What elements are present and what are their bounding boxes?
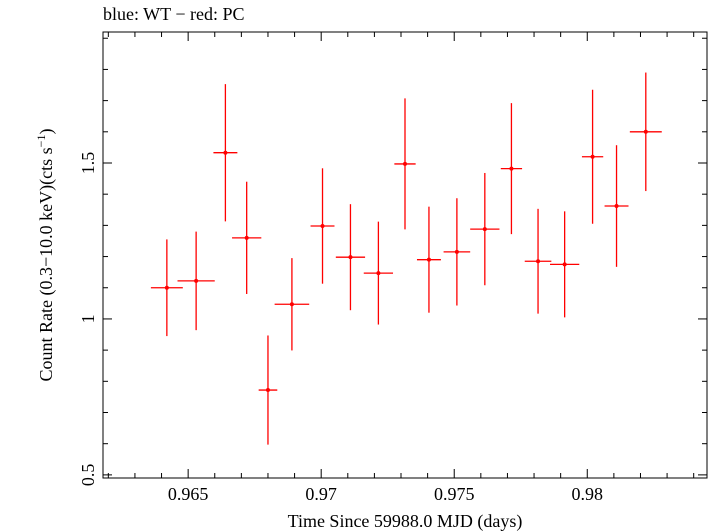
y-axis-label-close: ) bbox=[36, 129, 57, 135]
data-point bbox=[363, 221, 394, 325]
data-point bbox=[443, 198, 471, 306]
data-point bbox=[416, 206, 441, 313]
data-point bbox=[274, 258, 310, 351]
data-marker bbox=[454, 249, 459, 254]
data-marker bbox=[590, 154, 595, 159]
data-point bbox=[310, 168, 335, 284]
y-tick-label: 1 bbox=[78, 314, 98, 323]
chart-title: blue: WT − red: PC bbox=[103, 4, 245, 24]
data-marker bbox=[536, 259, 541, 264]
y-tick-label: 0.5 bbox=[78, 464, 98, 487]
data-marker bbox=[194, 278, 199, 283]
y-axis-label-main: Count Rate (0.3−10.0 keV)(cts s bbox=[36, 147, 57, 381]
data-marker bbox=[289, 302, 294, 307]
data-marker bbox=[320, 223, 325, 228]
data-marker bbox=[614, 204, 619, 209]
data-marker bbox=[643, 129, 648, 134]
y-axis-label: Count Rate (0.3−10.0 keV)(cts s−1) bbox=[34, 129, 57, 382]
x-axis-label: Time Since 59988.0 MJD (days) bbox=[288, 511, 523, 532]
data-point bbox=[335, 204, 366, 311]
data-marker bbox=[223, 150, 228, 155]
data-marker bbox=[164, 285, 169, 290]
data-point bbox=[629, 72, 662, 192]
data-point bbox=[150, 239, 183, 337]
y-axis-label-exponent: −1 bbox=[34, 135, 48, 148]
data-point bbox=[213, 84, 238, 222]
data-point bbox=[470, 172, 500, 286]
data-point bbox=[500, 103, 523, 235]
data-point bbox=[604, 145, 629, 267]
tick-layer: 0.965 0.97 0.975 0.98 0.5 1 1.5 bbox=[78, 32, 707, 504]
data-marker bbox=[562, 262, 567, 267]
data-point bbox=[581, 89, 604, 224]
data-marker bbox=[482, 227, 487, 232]
x-tick-label: 0.97 bbox=[305, 484, 337, 504]
x-tick-label: 0.965 bbox=[168, 484, 209, 504]
y-tick-label: 1.5 bbox=[78, 152, 98, 175]
x-tick-label: 0.975 bbox=[434, 484, 475, 504]
data-marker bbox=[265, 388, 270, 393]
x-tick-label: 0.98 bbox=[572, 484, 604, 504]
data-point bbox=[524, 208, 552, 314]
data-point bbox=[258, 335, 278, 445]
data-point bbox=[550, 211, 580, 318]
data-point bbox=[394, 98, 416, 230]
data-marker bbox=[426, 257, 431, 262]
data-point bbox=[232, 181, 262, 294]
data-point bbox=[177, 231, 215, 331]
data-marker bbox=[509, 166, 514, 171]
data-marker bbox=[403, 161, 407, 166]
data-marker bbox=[244, 235, 249, 240]
data-marker bbox=[348, 255, 353, 260]
data-points bbox=[150, 72, 662, 445]
data-marker bbox=[376, 271, 381, 276]
plot-frame bbox=[102, 31, 708, 479]
